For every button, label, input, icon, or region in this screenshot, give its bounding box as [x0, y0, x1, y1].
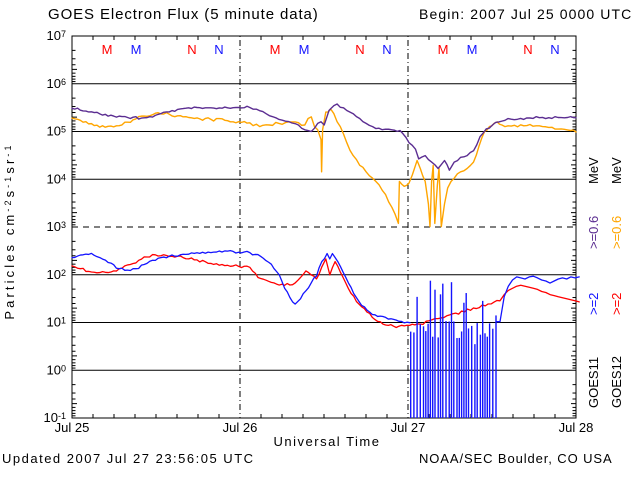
svg-text:NOAA/SEC Boulder, CO USA: NOAA/SEC Boulder, CO USA	[419, 451, 613, 466]
svg-text:>=0.6: >=0.6	[586, 216, 601, 249]
svg-text:Jul 27: Jul 27	[391, 420, 426, 435]
svg-text:M: M	[467, 42, 478, 57]
svg-text:N: N	[355, 42, 364, 57]
svg-text:GOES12: GOES12	[609, 356, 624, 408]
svg-text:N: N	[523, 42, 532, 57]
svg-text:>=2: >=2	[586, 293, 601, 315]
svg-text:MeV: MeV	[609, 157, 624, 184]
svg-text:N: N	[550, 42, 559, 57]
svg-text:Universal Time: Universal Time	[274, 434, 381, 449]
svg-text:Jul 28: Jul 28	[559, 420, 594, 435]
svg-text:GOES11: GOES11	[586, 357, 601, 408]
svg-text:N: N	[214, 42, 223, 57]
svg-text:>=2: >=2	[609, 293, 624, 315]
svg-text:M: M	[270, 42, 281, 57]
svg-text:GOES Electron Flux (5 minute d: GOES Electron Flux (5 minute data)	[48, 6, 319, 23]
svg-text:Jul 25: Jul 25	[55, 420, 90, 435]
svg-text:Particles cm-2s-1sr-1: Particles cm-2s-1sr-1	[2, 142, 17, 319]
svg-text:Begin: 2007 Jul 25 0000 UTC: Begin: 2007 Jul 25 0000 UTC	[419, 6, 632, 22]
svg-text:Jul 26: Jul 26	[223, 420, 258, 435]
svg-text:N: N	[187, 42, 196, 57]
svg-text:Updated 2007 Jul 27 23:56:05 U: Updated 2007 Jul 27 23:56:05 UTC	[2, 451, 255, 466]
svg-text:M: M	[131, 42, 142, 57]
svg-text:>=0.6: >=0.6	[609, 216, 624, 249]
svg-text:M: M	[438, 42, 449, 57]
svg-text:MeV: MeV	[586, 157, 601, 184]
svg-text:M: M	[299, 42, 310, 57]
svg-text:M: M	[102, 42, 113, 57]
svg-text:N: N	[382, 42, 391, 57]
